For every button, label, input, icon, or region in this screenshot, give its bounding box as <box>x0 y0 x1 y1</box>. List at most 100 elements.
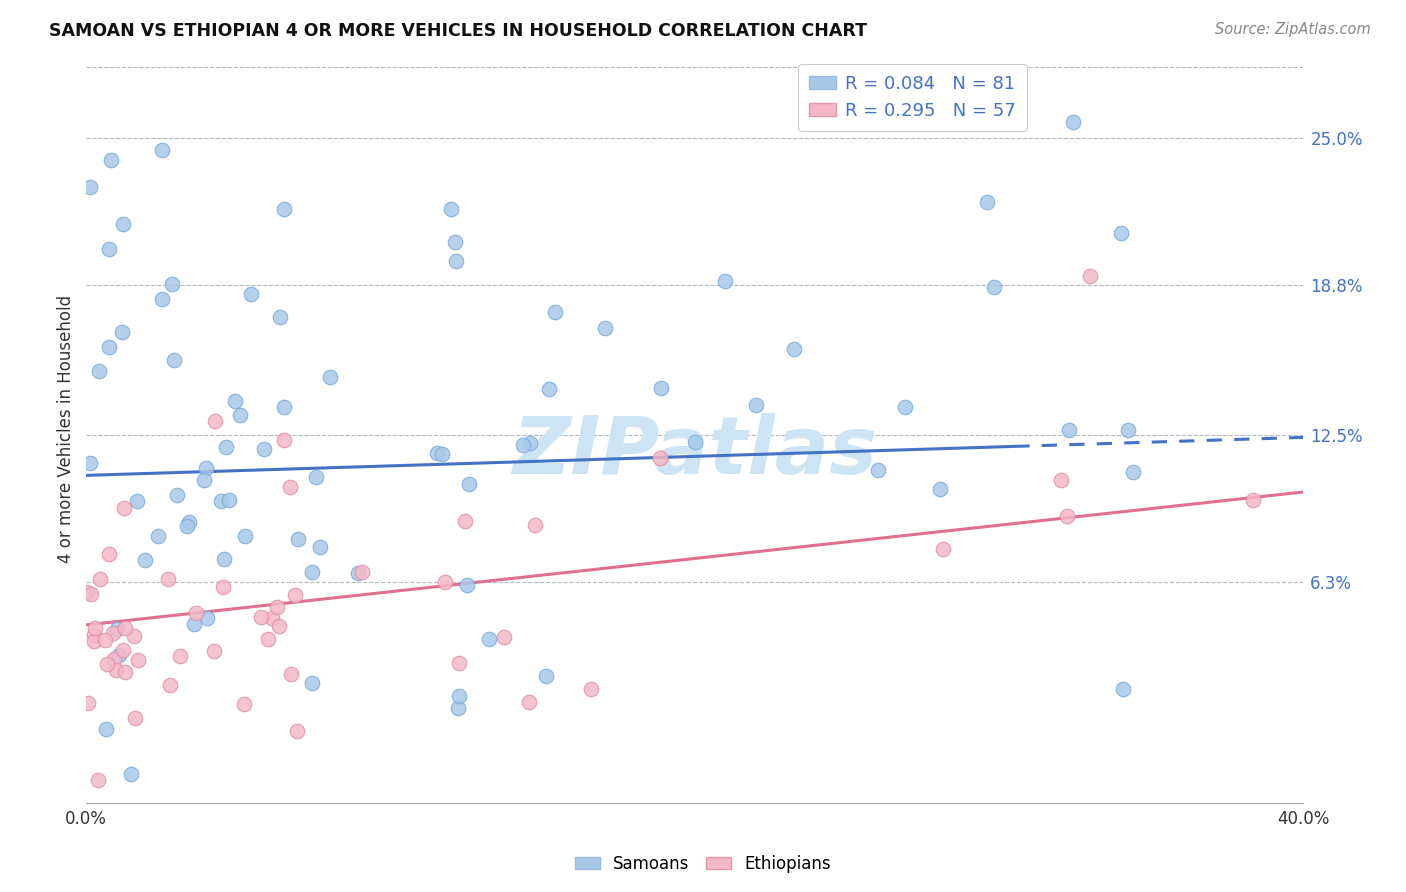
Point <box>250 610 273 624</box>
Point <box>114 665 136 680</box>
Point <box>976 195 998 210</box>
Point <box>305 469 328 483</box>
Point <box>89 572 111 586</box>
Point <box>124 711 146 725</box>
Point <box>103 652 125 666</box>
Point <box>440 202 463 217</box>
Point <box>434 574 457 589</box>
Point <box>1056 509 1078 524</box>
Point <box>683 435 706 450</box>
Point <box>650 381 672 395</box>
Point <box>458 476 481 491</box>
Point <box>83 633 105 648</box>
Point <box>1050 474 1073 488</box>
Point <box>183 617 205 632</box>
Point <box>284 588 307 602</box>
Point <box>98 340 121 354</box>
Point <box>280 667 302 681</box>
Point <box>650 450 672 465</box>
Y-axis label: 4 or more Vehicles in Household: 4 or more Vehicles in Household <box>58 295 75 563</box>
Point <box>783 342 806 356</box>
Point <box>163 353 186 368</box>
Point <box>1062 114 1084 128</box>
Point <box>714 274 737 288</box>
Point <box>432 447 454 461</box>
Point <box>156 572 179 586</box>
Point <box>214 552 236 566</box>
Point <box>209 494 232 508</box>
Point <box>218 492 240 507</box>
Point <box>105 622 128 636</box>
Point <box>449 689 471 703</box>
Point <box>374 868 396 882</box>
Point <box>447 701 470 715</box>
Point <box>127 653 149 667</box>
Point <box>744 398 766 412</box>
Point <box>454 514 477 528</box>
Point <box>166 488 188 502</box>
Point <box>120 767 142 781</box>
Point <box>125 494 148 508</box>
Point <box>96 657 118 672</box>
Point <box>159 678 181 692</box>
Point <box>319 369 342 384</box>
Point <box>150 292 173 306</box>
Point <box>77 697 100 711</box>
Point <box>278 480 301 494</box>
Point <box>232 697 254 711</box>
Point <box>269 618 291 632</box>
Point <box>76 584 98 599</box>
Text: Source: ZipAtlas.com: Source: ZipAtlas.com <box>1215 22 1371 37</box>
Point <box>537 382 560 396</box>
Point <box>239 287 262 301</box>
Point <box>111 325 134 339</box>
Point <box>107 825 129 839</box>
Point <box>273 433 295 447</box>
Point <box>932 541 955 556</box>
Point <box>519 696 541 710</box>
Point <box>111 643 134 657</box>
Point <box>544 305 567 319</box>
Point <box>266 599 288 614</box>
Point <box>492 630 515 644</box>
Point <box>80 587 103 601</box>
Point <box>194 460 217 475</box>
Point <box>346 566 368 580</box>
Point <box>105 664 128 678</box>
Point <box>1057 423 1080 437</box>
Point <box>301 676 323 690</box>
Point <box>894 400 917 414</box>
Point <box>253 442 276 456</box>
Point <box>595 320 617 334</box>
Point <box>84 621 107 635</box>
Point <box>169 648 191 663</box>
Point <box>202 644 225 658</box>
Point <box>184 606 207 620</box>
Point <box>94 633 117 648</box>
Point <box>523 517 546 532</box>
Point <box>103 626 125 640</box>
Point <box>929 482 952 496</box>
Point <box>134 553 156 567</box>
Point <box>449 657 471 671</box>
Point <box>1112 682 1135 697</box>
Point <box>224 393 246 408</box>
Point <box>98 242 121 256</box>
Point <box>114 621 136 635</box>
Point <box>534 668 557 682</box>
Point <box>215 440 238 454</box>
Point <box>111 217 134 231</box>
Point <box>1109 226 1132 240</box>
Point <box>177 515 200 529</box>
Point <box>176 518 198 533</box>
Point <box>233 529 256 543</box>
Point <box>273 202 295 217</box>
Point <box>108 648 131 663</box>
Point <box>444 254 467 268</box>
Point <box>1116 423 1139 437</box>
Point <box>87 772 110 787</box>
Legend: Samoans, Ethiopians: Samoans, Ethiopians <box>568 848 838 880</box>
Point <box>124 629 146 643</box>
Point <box>350 565 373 579</box>
Point <box>519 435 541 450</box>
